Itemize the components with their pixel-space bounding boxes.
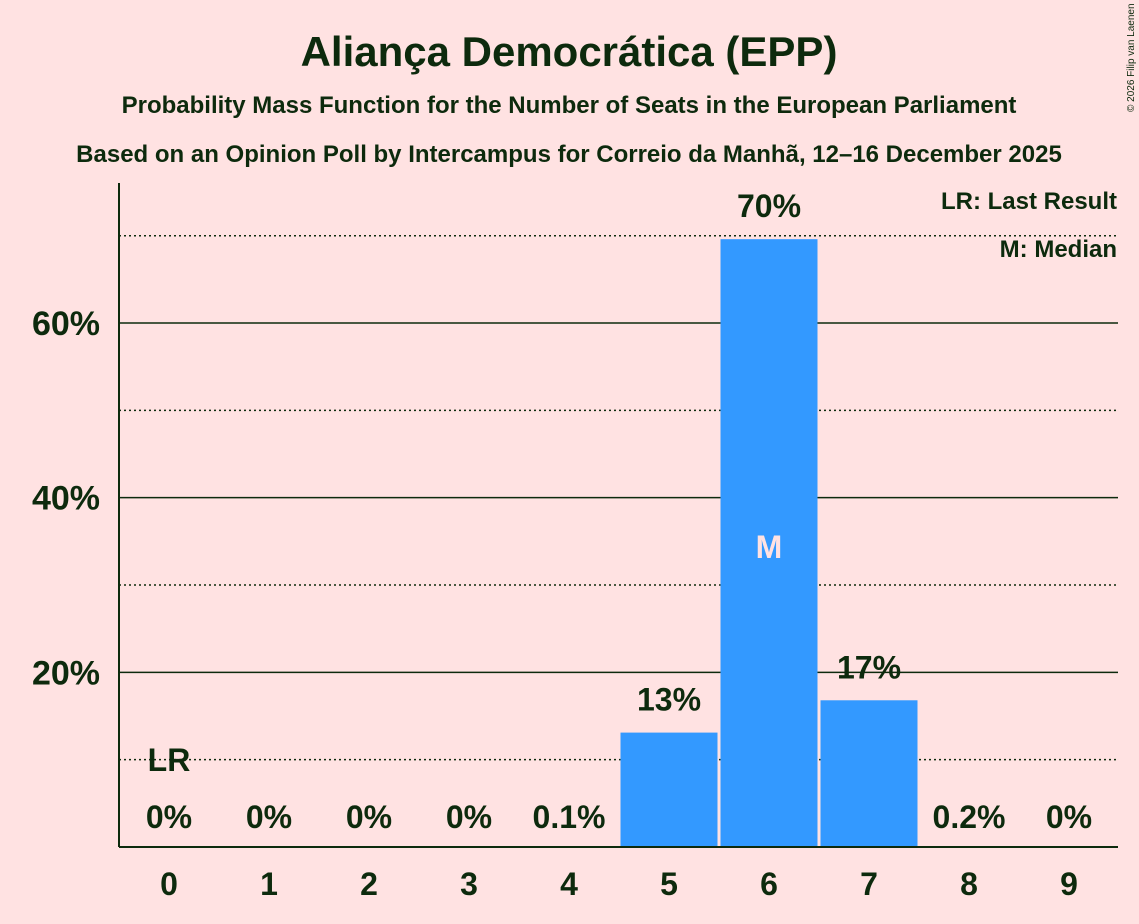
value-label: 0.1% [533, 799, 606, 835]
value-label: 0% [246, 799, 292, 835]
gridlines [119, 234, 1118, 761]
x-tick-label: 1 [260, 866, 278, 902]
value-label: 0% [446, 799, 492, 835]
x-tick-label: 5 [660, 866, 678, 902]
value-label: 0.2% [933, 799, 1006, 835]
bars [620, 239, 918, 847]
last-result-marker: LR [148, 742, 191, 778]
value-label: 0% [146, 799, 192, 835]
value-label: 70% [737, 188, 801, 224]
x-tick-label: 9 [1060, 866, 1078, 902]
axes: 20% 40% 60% 0 1 2 3 4 5 6 7 8 9 [32, 183, 1118, 902]
chart-title: Aliança Democrática (EPP) [301, 28, 838, 75]
copyright: © 2026 Filip van Laenen [1126, 3, 1137, 112]
bar-seat-7 [820, 700, 918, 847]
y-tick-label: 20% [32, 654, 100, 692]
y-tick-label: 40% [32, 480, 100, 518]
y-tick-label: 60% [32, 305, 100, 343]
x-tick-label: 8 [960, 866, 978, 902]
value-label: 13% [637, 682, 701, 718]
bar-seat-5 [620, 732, 718, 847]
chart-subtitle-poll: Based on an Opinion Poll by Intercampus … [76, 141, 1062, 168]
x-tick-label: 7 [860, 866, 878, 902]
x-tick-label: 4 [560, 866, 578, 902]
median-marker: M [756, 529, 783, 565]
legend-last-result: LR: Last Result [941, 188, 1117, 215]
value-label: 17% [837, 649, 901, 685]
value-label: 0% [1046, 799, 1092, 835]
value-label: 0% [346, 799, 392, 835]
chart-subtitle: Probability Mass Function for the Number… [122, 92, 1017, 119]
legend-median: M: Median [1000, 236, 1117, 263]
value-labels: 0% 0% 0% 0% 0.1% 13% 70% 17% 0.2% 0% M LR [146, 188, 1092, 835]
x-tick-label: 0 [160, 866, 178, 902]
x-tick-label: 3 [460, 866, 478, 902]
x-tick-label: 6 [760, 866, 778, 902]
bar-seat-6 [720, 239, 818, 847]
x-tick-label: 2 [360, 866, 378, 902]
